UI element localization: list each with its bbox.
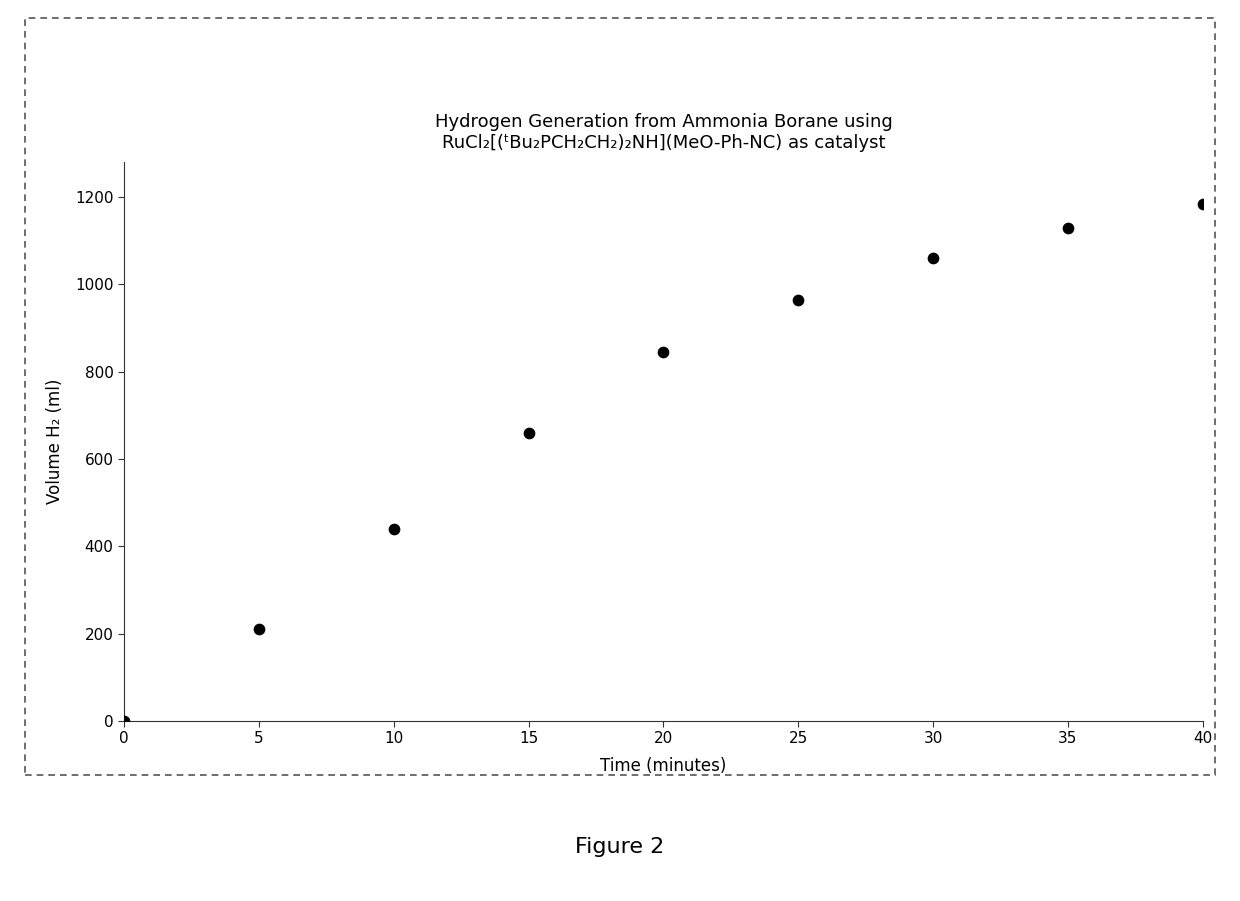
Point [249, 622, 269, 636]
Point [114, 714, 134, 728]
Y-axis label: Volume H₂ (ml): Volume H₂ (ml) [46, 378, 64, 505]
X-axis label: Time (minutes): Time (minutes) [600, 758, 727, 776]
Point [789, 293, 808, 307]
Point [653, 345, 673, 359]
Point [1058, 221, 1078, 235]
Title: Hydrogen Generation from Ammonia Borane using
RuCl₂[(ᵗBu₂PCH₂CH₂)₂NH](MeO-Ph-NC): Hydrogen Generation from Ammonia Borane … [434, 114, 893, 152]
Point [1193, 196, 1213, 211]
Point [923, 251, 942, 266]
Text: Figure 2: Figure 2 [575, 837, 665, 857]
Point [518, 425, 538, 440]
Point [384, 522, 404, 536]
